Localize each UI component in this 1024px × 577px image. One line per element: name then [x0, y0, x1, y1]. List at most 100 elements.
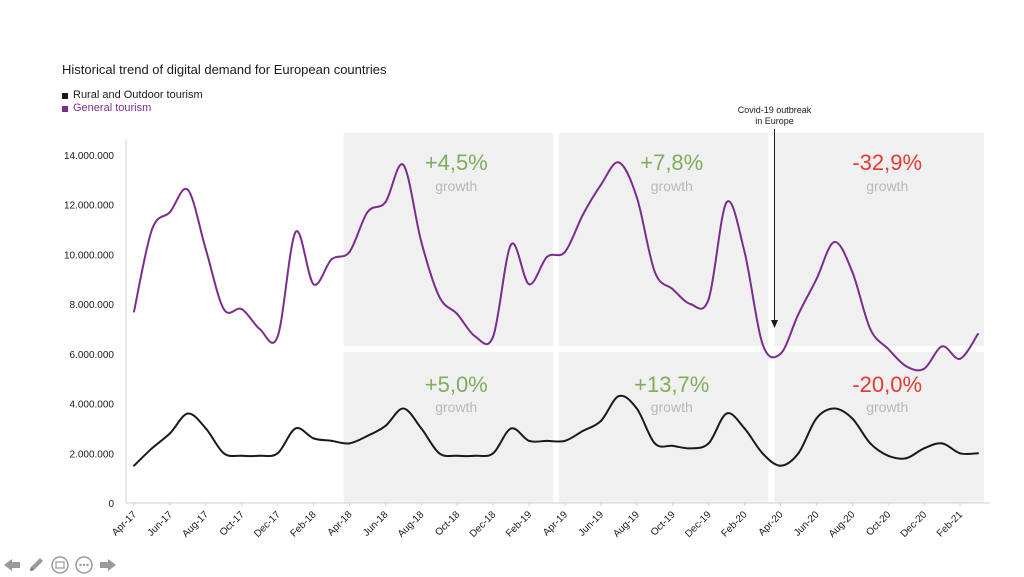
data-point [977, 452, 979, 455]
data-point [168, 211, 171, 214]
x-tick-label: Dec-20 [899, 509, 930, 540]
prev-slide-button[interactable] [2, 556, 22, 574]
data-point [959, 452, 962, 455]
period-band-lower-1 [559, 351, 769, 503]
data-point [546, 439, 549, 442]
data-point [779, 352, 782, 355]
data-point [492, 452, 495, 455]
pen-button[interactable] [26, 556, 46, 574]
data-point [959, 357, 962, 360]
data-point [779, 464, 782, 467]
period-band-upper-0 [343, 133, 553, 346]
covid-annotation-arrowhead [770, 320, 778, 328]
x-tick-label: Feb-18 [289, 509, 319, 539]
period-band-upper-2 [774, 133, 984, 346]
data-point [240, 454, 243, 457]
data-point [563, 250, 566, 253]
legend-label-rural: Rural and Outdoor tourism [73, 89, 203, 101]
data-point [258, 328, 261, 330]
x-tick-label: Aug-19 [611, 509, 642, 540]
data-point [977, 332, 979, 335]
data-point [743, 250, 746, 253]
data-point [599, 419, 602, 422]
growth-value-lower-2: -20,0% [852, 372, 922, 397]
covid-annotation-line2: in Europe [755, 116, 794, 126]
data-point [905, 457, 908, 460]
slides-button[interactable] [50, 556, 70, 574]
slides-icon [51, 556, 69, 574]
data-point [725, 201, 728, 204]
x-tick-label: Jun-19 [577, 509, 607, 539]
data-point [384, 201, 387, 204]
data-point [599, 183, 602, 186]
x-tick-label: Apr-20 [757, 509, 786, 538]
data-point [510, 243, 513, 246]
data-point [330, 258, 333, 261]
data-point [133, 310, 135, 313]
data-point [186, 412, 189, 415]
arrow-right-icon [100, 559, 116, 571]
chart-title: Historical trend of digital demand for E… [62, 62, 387, 77]
x-tick-label: Apr-17 [110, 509, 139, 538]
growth-label-lower-1: growth [651, 399, 693, 415]
data-point [312, 437, 315, 440]
series-general-tourism [133, 161, 979, 372]
data-point [635, 196, 638, 199]
data-point [528, 439, 531, 442]
data-point [617, 395, 620, 398]
data-point [815, 278, 818, 281]
data-point [204, 248, 207, 251]
data-point [941, 442, 944, 445]
data-point [258, 454, 261, 457]
data-point [276, 452, 279, 455]
data-point [671, 288, 674, 291]
data-point [887, 347, 890, 350]
x-tick-label: Jun-17 [146, 509, 176, 539]
y-tick-label: 4.000.000 [70, 400, 115, 411]
growth-label-upper-1: growth [651, 178, 693, 194]
data-point [869, 328, 872, 330]
x-tick-label: Aug-20 [827, 509, 858, 540]
data-point [851, 417, 854, 420]
legend-label-general: General tourism [73, 102, 152, 114]
x-tick-label: Dec-17 [252, 509, 283, 540]
data-point [402, 407, 405, 410]
data-point [222, 308, 225, 311]
data-point [707, 442, 710, 445]
data-point [905, 365, 908, 368]
y-tick-label: 2.000.000 [70, 449, 115, 460]
data-point [348, 442, 351, 445]
data-point [312, 283, 315, 286]
data-point [887, 454, 890, 457]
x-tick-label: Aug-18 [396, 509, 427, 540]
data-point [456, 454, 459, 457]
more-options-button[interactable] [74, 556, 94, 574]
next-slide-button[interactable] [98, 556, 118, 574]
growth-value-upper-2: -32,9% [852, 150, 922, 175]
x-tick-label: Feb-20 [719, 509, 749, 539]
data-point [186, 188, 189, 191]
series-rural-outdoor-tourism [133, 394, 979, 467]
data-point [851, 270, 854, 273]
data-point [653, 442, 656, 445]
data-point [869, 442, 872, 445]
series-line [133, 394, 979, 467]
data-point [653, 270, 656, 273]
legend: Rural and Outdoor tourism General touris… [62, 89, 203, 115]
arrow-left-icon [4, 559, 20, 571]
data-point [133, 464, 135, 467]
x-tick-label: Oct-19 [649, 509, 678, 538]
data-point [222, 452, 225, 455]
data-point [330, 439, 333, 442]
growth-value-upper-0: +4,5% [425, 150, 488, 175]
data-point [456, 313, 459, 316]
data-point [707, 298, 710, 301]
growth-value-lower-1: +13,7% [634, 372, 709, 397]
data-point [743, 427, 746, 430]
data-point [923, 447, 926, 450]
data-point [420, 427, 423, 430]
data-point [941, 345, 944, 348]
growth-value-upper-1: +7,8% [640, 150, 703, 175]
data-point [546, 255, 549, 258]
data-point [474, 454, 477, 457]
